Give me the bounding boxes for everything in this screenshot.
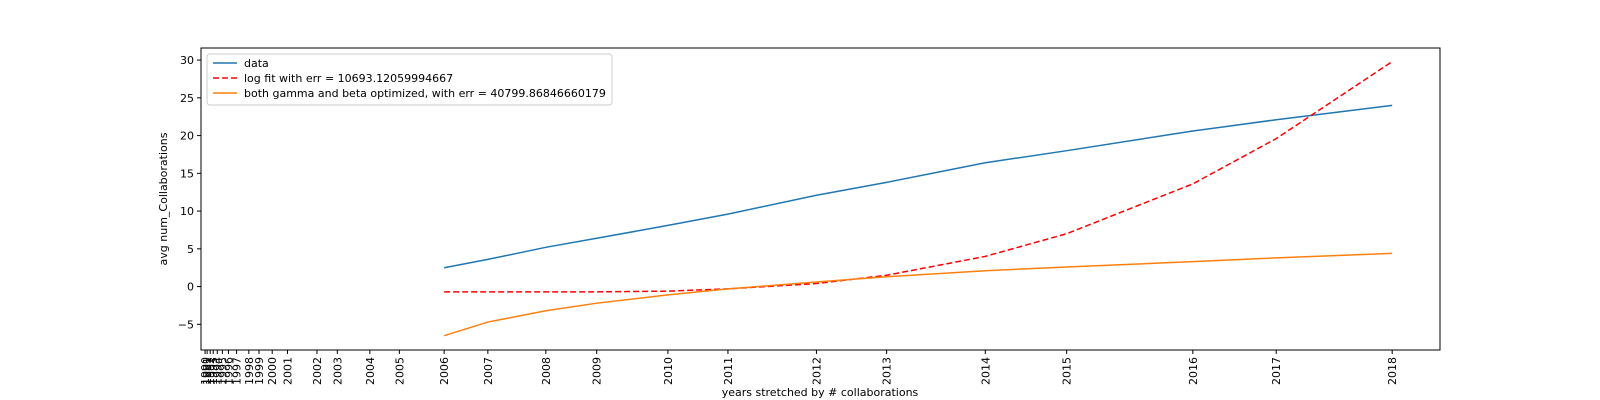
x-tick-label: 1997 (231, 357, 244, 385)
y-tick-label: 25 (180, 92, 194, 105)
x-axis-label: years stretched by # collaborations (722, 386, 919, 399)
y-tick-label: 0 (187, 281, 194, 294)
x-tick-label: 1992 (204, 357, 217, 385)
x-tick-label: 1998 (243, 357, 256, 385)
x-tick-label: 2008 (540, 357, 553, 385)
x-tick-label: 2004 (364, 357, 377, 385)
y-tick-label: 5 (187, 243, 194, 256)
y-tick-label: −5 (178, 318, 194, 331)
x-tick-label: 1995 (216, 357, 229, 385)
legend-box (206, 53, 613, 106)
series-line (443, 252, 1393, 337)
y-tick-label: 10 (180, 205, 194, 218)
x-tick-label: 1991 (201, 357, 214, 385)
x-tick-label: 2018 (1386, 357, 1399, 385)
x-tick-label: 2012 (810, 357, 823, 385)
x-tick-label: 2007 (482, 357, 495, 385)
x-tick-label: 2001 (281, 357, 294, 385)
x-tick-label: 2006 (438, 357, 451, 385)
x-tick-label: 2017 (1270, 357, 1283, 385)
y-tick-label: 20 (180, 130, 194, 143)
x-tick-label: 1994 (211, 357, 224, 385)
x-tick-label: 2005 (393, 357, 406, 385)
legend: data log fit with err = 10693.12059994667… (206, 53, 613, 106)
x-tick-label: 2010 (662, 357, 675, 385)
x-tick-label: 1990 (199, 357, 212, 385)
y-axis-label: avg num_Collaborations (157, 132, 170, 265)
x-tick-label: 2013 (881, 357, 894, 385)
series-line (443, 104, 1393, 269)
x-tick-label: 1993 (207, 357, 220, 385)
x-tick-label: 2011 (722, 357, 735, 385)
legend-label: log fit with err = 10693.12059994667 (244, 72, 453, 85)
series-line (444, 60, 1393, 293)
y-tick-label: 15 (180, 167, 194, 180)
plot-frame (200, 47, 1441, 351)
y-tick-label: 30 (180, 54, 194, 67)
x-tick-label: 2002 (311, 357, 324, 385)
x-tick-label: 2003 (331, 357, 344, 385)
x-tick-label: 2000 (266, 357, 279, 385)
x-tick-label: 2009 (591, 357, 604, 385)
legend-label: both gamma and beta optimized, with err … (244, 87, 606, 100)
x-tick-label: 1996 (222, 357, 235, 385)
x-tick-label: 2016 (1187, 357, 1200, 385)
x-tick-label: 2015 (1061, 357, 1074, 385)
x-tick-label: 2014 (979, 357, 992, 385)
x-tick-label: 1999 (253, 357, 266, 385)
legend-label: data (244, 57, 269, 70)
